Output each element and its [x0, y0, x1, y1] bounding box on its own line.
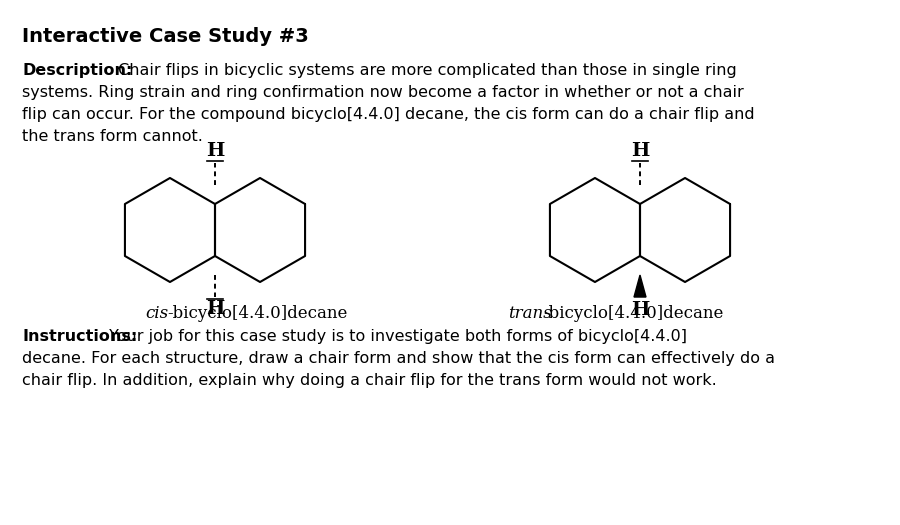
Text: -bicyclo[4.4.0]decane: -bicyclo[4.4.0]decane: [543, 305, 724, 322]
Text: the trans form cannot.: the trans form cannot.: [22, 129, 202, 144]
Text: Your job for this case study is to investigate both forms of bicyclo[4.4.0]: Your job for this case study is to inves…: [104, 329, 687, 344]
Text: chair flip. In addition, explain why doing a chair flip for the trans form would: chair flip. In addition, explain why doi…: [22, 373, 716, 388]
Polygon shape: [634, 275, 646, 297]
Text: H: H: [206, 300, 224, 318]
Text: -bicyclo[4.4.0]decane: -bicyclo[4.4.0]decane: [167, 305, 347, 322]
Text: H: H: [206, 142, 224, 160]
Text: H: H: [631, 301, 649, 319]
Text: H: H: [631, 142, 649, 160]
Text: Interactive Case Study #3: Interactive Case Study #3: [22, 27, 309, 46]
Text: Chair flips in bicyclic systems are more complicated than those in single ring: Chair flips in bicyclic systems are more…: [113, 63, 737, 78]
Text: systems. Ring strain and ring confirmation now become a factor in whether or not: systems. Ring strain and ring confirmati…: [22, 85, 743, 100]
Text: trans: trans: [508, 305, 552, 322]
Text: cis: cis: [145, 305, 168, 322]
Text: Instructions:: Instructions:: [22, 329, 137, 344]
Text: flip can occur. For the compound bicyclo[4.4.0] decane, the cis form can do a ch: flip can occur. For the compound bicyclo…: [22, 107, 754, 122]
Text: Description:: Description:: [22, 63, 132, 78]
Text: decane. For each structure, draw a chair form and show that the cis form can eff: decane. For each structure, draw a chair…: [22, 351, 775, 366]
